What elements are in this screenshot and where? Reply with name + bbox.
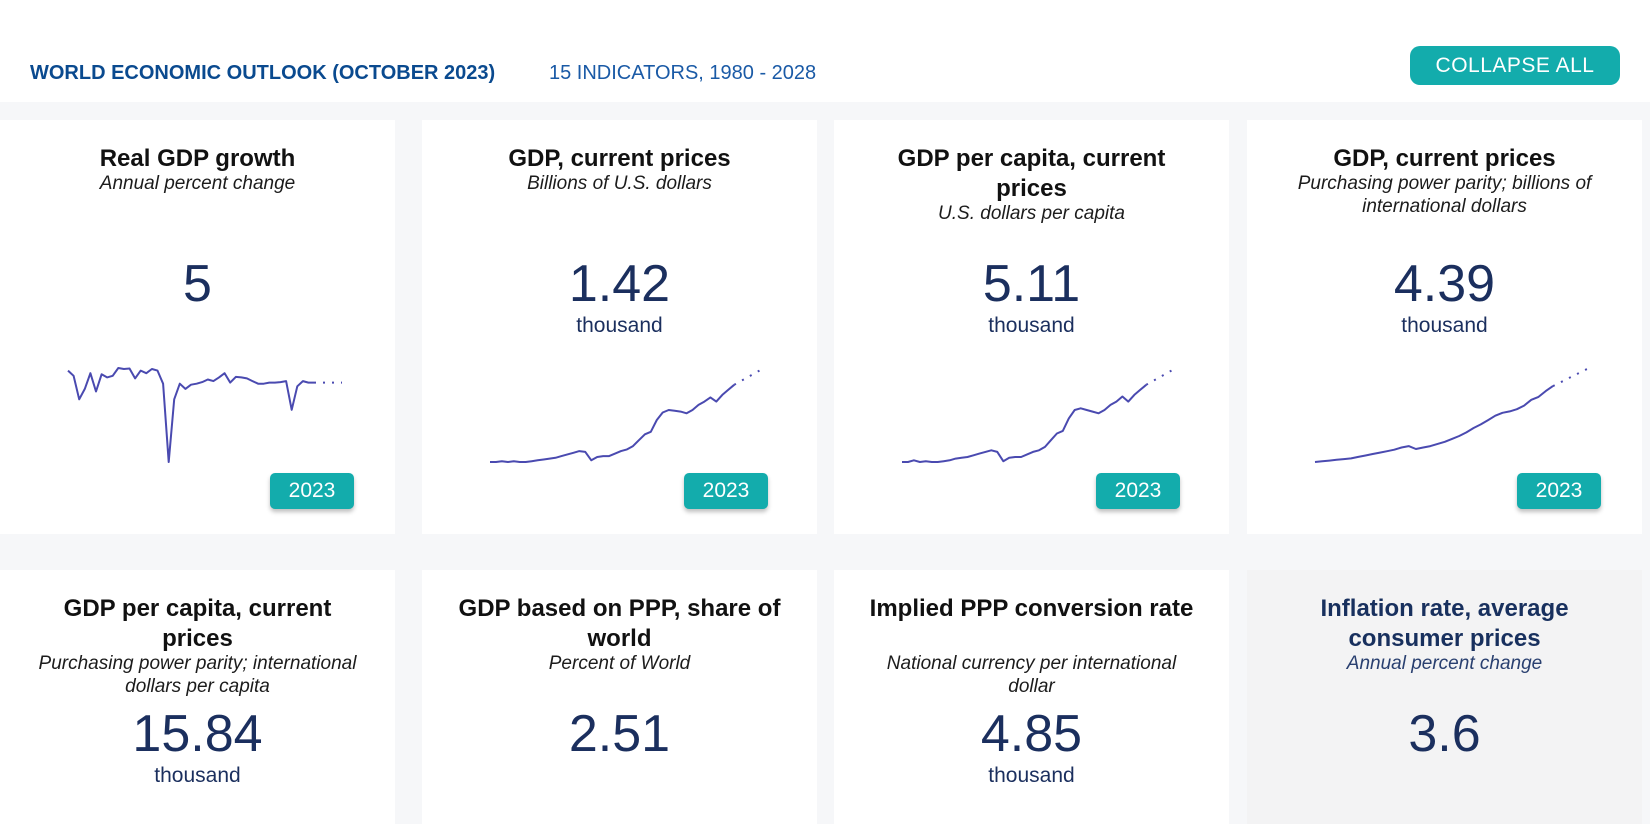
card-title: GDP, current prices: [508, 145, 731, 172]
sparkline-projection: [1552, 367, 1590, 387]
sparkline-history: [490, 384, 735, 463]
year-badge[interactable]: 2023: [684, 473, 768, 509]
sparkline-history: [902, 384, 1147, 463]
card-value: 3.6: [1408, 705, 1481, 763]
collapse-all-button[interactable]: COLLAPSE ALL: [1410, 46, 1620, 85]
year-badge[interactable]: 2023: [1096, 473, 1180, 509]
card-scale: thousand: [154, 764, 241, 787]
card-value: 15.84: [132, 705, 263, 763]
card-value: 4.85: [980, 705, 1083, 763]
sparkline-history: [67, 367, 314, 463]
year-badge[interactable]: 2023: [1517, 473, 1601, 509]
sparkline-chart: [1314, 367, 1590, 463]
page-subtitle: 15 INDICATORS, 1980 - 2028: [549, 62, 817, 84]
indicator-card-gdp-current-prices[interactable]: GDP, current prices Billions of U.S. dol…: [422, 120, 817, 534]
card-scale: thousand: [988, 314, 1075, 337]
sparkline-projection: [1145, 367, 1177, 386]
card-value: 5: [183, 255, 212, 313]
year-badge[interactable]: 2023: [270, 473, 354, 509]
sparkline-chart: [902, 367, 1177, 463]
card-unit: Purchasing power parity; international d…: [38, 653, 357, 697]
card-title: GDP, current prices: [1333, 145, 1556, 172]
card-title: GDP per capita, current prices: [897, 145, 1166, 202]
card-unit: Billions of U.S. dollars: [527, 173, 712, 194]
card-unit: Purchasing power parity; billions of int…: [1297, 173, 1592, 217]
card-value: 4.39: [1393, 255, 1496, 313]
card-value: 1.42: [568, 255, 671, 313]
card-unit: U.S. dollars per capita: [938, 203, 1125, 224]
card-scale: thousand: [988, 764, 1075, 787]
page-title: WORLD ECONOMIC OUTLOOK (OCTOBER 2023): [30, 62, 496, 84]
card-title: Inflation rate, average consumer prices: [1320, 595, 1569, 652]
page-header: WORLD ECONOMIC OUTLOOK (OCTOBER 2023) 15…: [0, 0, 1650, 102]
card-value: 5.11: [982, 255, 1081, 313]
card-unit: National currency per international doll…: [886, 653, 1177, 697]
card-title: Implied PPP conversion rate: [869, 595, 1194, 622]
card-unit: Percent of World: [548, 653, 691, 674]
sparkline-chart: [490, 367, 765, 463]
card-title: GDP per capita, current prices: [63, 595, 332, 652]
card-title: Real GDP growth: [99, 145, 296, 172]
indicator-card-inflation-rate[interactable]: Inflation rate, average consumer prices …: [1247, 570, 1642, 824]
sparkline-projection: [733, 367, 765, 386]
indicator-card-real-gdp-growth[interactable]: Real GDP growth Annual percent change 5 …: [0, 120, 395, 534]
card-unit: Annual percent change: [99, 173, 296, 194]
indicator-card-implied-ppp-rate[interactable]: Implied PPP conversion rate National cur…: [834, 570, 1229, 824]
card-unit: Annual percent change: [1346, 653, 1543, 674]
sparkline-chart: [67, 367, 342, 463]
card-scale: thousand: [1401, 314, 1488, 337]
card-scale: thousand: [576, 314, 663, 337]
card-title: GDP based on PPP, share of world: [458, 595, 781, 652]
card-value: 2.51: [568, 705, 671, 763]
sparkline-history: [1314, 385, 1554, 463]
indicator-card-gdp-per-capita-ppp[interactable]: GDP per capita, current prices Purchasin…: [0, 570, 395, 824]
indicator-card-gdp-per-capita[interactable]: GDP per capita, current prices U.S. doll…: [834, 120, 1229, 534]
indicator-card-gdp-ppp-share[interactable]: GDP based on PPP, share of world Percent…: [422, 570, 817, 824]
indicator-card-gdp-ppp[interactable]: GDP, current prices Purchasing power par…: [1247, 120, 1642, 534]
